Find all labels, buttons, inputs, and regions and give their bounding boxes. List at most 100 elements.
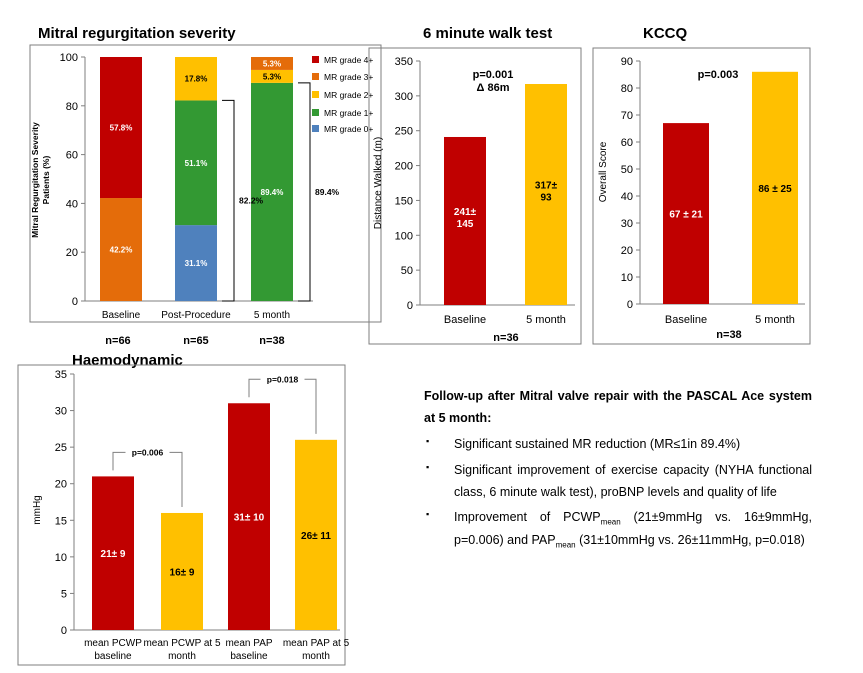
mr-bar-label: 51.1% xyxy=(185,159,208,168)
mr-bar-segment xyxy=(100,198,142,301)
summary-block: Follow-up after Mitral valve repair with… xyxy=(424,386,812,556)
mr-legend-label: MR grade 1+ xyxy=(324,108,373,118)
kccq-count: n=38 xyxy=(716,329,742,341)
walk-y-tick-label: 300 xyxy=(395,91,413,103)
mr-count-5month: n=38 xyxy=(259,335,285,347)
kccq-bar-label: 86 ± 25 xyxy=(758,184,792,195)
haemo-y-tick-label: 5 xyxy=(61,588,67,600)
mr-count-baseline: n=66 xyxy=(105,335,131,347)
haemo-bar-label: 26± 11 xyxy=(301,531,331,542)
mr-y-tick-label: 0 xyxy=(72,296,78,308)
walk-y-tick-label: 150 xyxy=(395,195,413,207)
mr-bracket xyxy=(222,99,235,302)
summary-item-text: Significant improvement of exercise capa… xyxy=(454,462,812,499)
summary-list: ▪ Significant sustained MR reduction (MR≤… xyxy=(424,434,812,553)
walk-y-tick-label: 250 xyxy=(395,126,413,138)
mr-bar-label: 5.3% xyxy=(263,72,281,81)
mr-bar-segment xyxy=(251,82,293,301)
haemo-plot-frame xyxy=(17,364,346,666)
mr-bar-segment xyxy=(175,100,217,226)
mr-y-tick-label: 80 xyxy=(66,101,78,113)
haemo-y-tick-label: 35 xyxy=(55,369,67,381)
kccq-x-tick-label: Baseline xyxy=(665,314,707,326)
walk-x-tick-label: 5 month xyxy=(526,314,566,326)
mr-bar-label: 89.4% xyxy=(261,188,284,197)
bullet-icon: ▪ xyxy=(426,461,430,472)
summary-heading: Follow-up after Mitral valve repair with… xyxy=(424,389,812,425)
haemo-pvalue-label: p=0.018 xyxy=(267,374,299,384)
mr-legend-label: MR grade 0+ xyxy=(324,124,373,134)
mr-legend-swatch xyxy=(312,73,319,80)
kccq-y-tick-label: 0 xyxy=(627,299,633,311)
mr-legend-swatch xyxy=(312,91,319,98)
mr-legend-swatch xyxy=(312,109,319,116)
mr-legend-label: MR grade 4+ xyxy=(324,55,373,65)
walk-y-tick-label: 0 xyxy=(407,300,413,312)
mr-bar-segment xyxy=(100,57,142,199)
haemo-bar xyxy=(295,439,337,630)
walk-bar-label: 317± 93 xyxy=(535,181,558,204)
mr-bar-segment xyxy=(251,69,293,83)
summary-item: ▪ Significant improvement of exercise ca… xyxy=(424,460,812,504)
haemo-bar xyxy=(228,403,270,630)
kccq-bar xyxy=(752,71,798,304)
walk-count: n=36 xyxy=(493,332,519,344)
mr-bracket xyxy=(298,82,311,302)
mr-y-tick-label: 40 xyxy=(66,198,78,210)
haemo-x-tick-label: mean PAP at 5 month xyxy=(283,638,350,662)
haemo-y-tick-label: 20 xyxy=(55,479,67,491)
kccq-annotation: p=0.003 xyxy=(698,69,739,81)
haemo-y-tick-label: 25 xyxy=(55,442,67,454)
kccq-y-tick-label: 10 xyxy=(621,272,633,284)
haemo-x-tick-label: mean PCWP baseline xyxy=(84,638,142,662)
kccq-y-tick-label: 30 xyxy=(621,218,633,230)
summary-item: ▪ Improvement of PCWP mean (21±9mmHg vs. 1… xyxy=(424,507,812,552)
haemo-bar xyxy=(161,512,203,630)
walk-y-tick-label: 350 xyxy=(395,56,413,68)
kccq-y-tick-label: 60 xyxy=(621,137,633,149)
haemo-x-tick-label: mean PAP baseline xyxy=(225,638,272,662)
mr-chart-title: Mitral regurgitation severity xyxy=(38,25,236,42)
mr-bar-segment xyxy=(251,57,293,70)
haemo-bar-label: 16± 9 xyxy=(170,567,195,578)
mr-bar-label: 31.1% xyxy=(185,259,208,268)
mr-bar-segment xyxy=(175,225,217,301)
mr-bracket-label: 89.4% xyxy=(315,187,340,197)
kccq-y-axis-label: Overall Score xyxy=(598,141,609,202)
mr-bar-label: 17.8% xyxy=(185,75,208,84)
summary-subscript: mean xyxy=(555,540,576,550)
haemo-bar-label: 31± 10 xyxy=(234,513,265,524)
summary-item: ▪ Significant sustained MR reduction (MR≤… xyxy=(424,434,812,456)
haemo-y-tick-label: 30 xyxy=(55,406,67,418)
kccq-bar-label: 67 ± 21 xyxy=(669,210,703,221)
summary-item-text: Improvement of PCWP xyxy=(454,510,601,525)
walk-y-tick-label: 50 xyxy=(401,265,413,277)
haemo-y-tick-label: 0 xyxy=(61,625,67,637)
walk-annotation: p=0.001 Δ 86m xyxy=(473,69,514,94)
mr-bracket-label: 82.2% xyxy=(239,196,264,206)
mr-plot-frame xyxy=(29,44,382,323)
haemo-y-tick-label: 10 xyxy=(55,552,67,564)
bullet-icon: ▪ xyxy=(426,509,430,520)
kccq-x-tick-label: 5 month xyxy=(755,314,795,326)
mr-x-tick-label: Baseline xyxy=(102,310,141,321)
mr-bar-label: 57.8% xyxy=(110,124,133,133)
kccq-y-tick-label: 40 xyxy=(621,191,633,203)
mr-bar-segment xyxy=(175,57,217,101)
haemo-pvalue-label: p=0.006 xyxy=(132,447,164,457)
walk-y-tick-label: 100 xyxy=(395,230,413,242)
haemo-x-tick-label: mean PCWP at 5 month xyxy=(143,638,221,662)
summary-item-text: Significant sustained MR reduction (MR≤1… xyxy=(454,436,741,451)
kccq-y-tick-label: 20 xyxy=(621,245,633,257)
walk-bar xyxy=(525,84,567,306)
mr-y-tick-label: 100 xyxy=(60,52,78,64)
mr-y-tick-label: 20 xyxy=(66,247,78,259)
summary-item-text: (21±9mmHg vs. 16±9mmHg, p=0.006) and PAP xyxy=(454,510,812,547)
walk-y-tick-label: 200 xyxy=(395,161,413,173)
mr-x-tick-label: Post-Procedure xyxy=(161,310,231,321)
mr-bar-label: 42.2% xyxy=(110,246,133,255)
